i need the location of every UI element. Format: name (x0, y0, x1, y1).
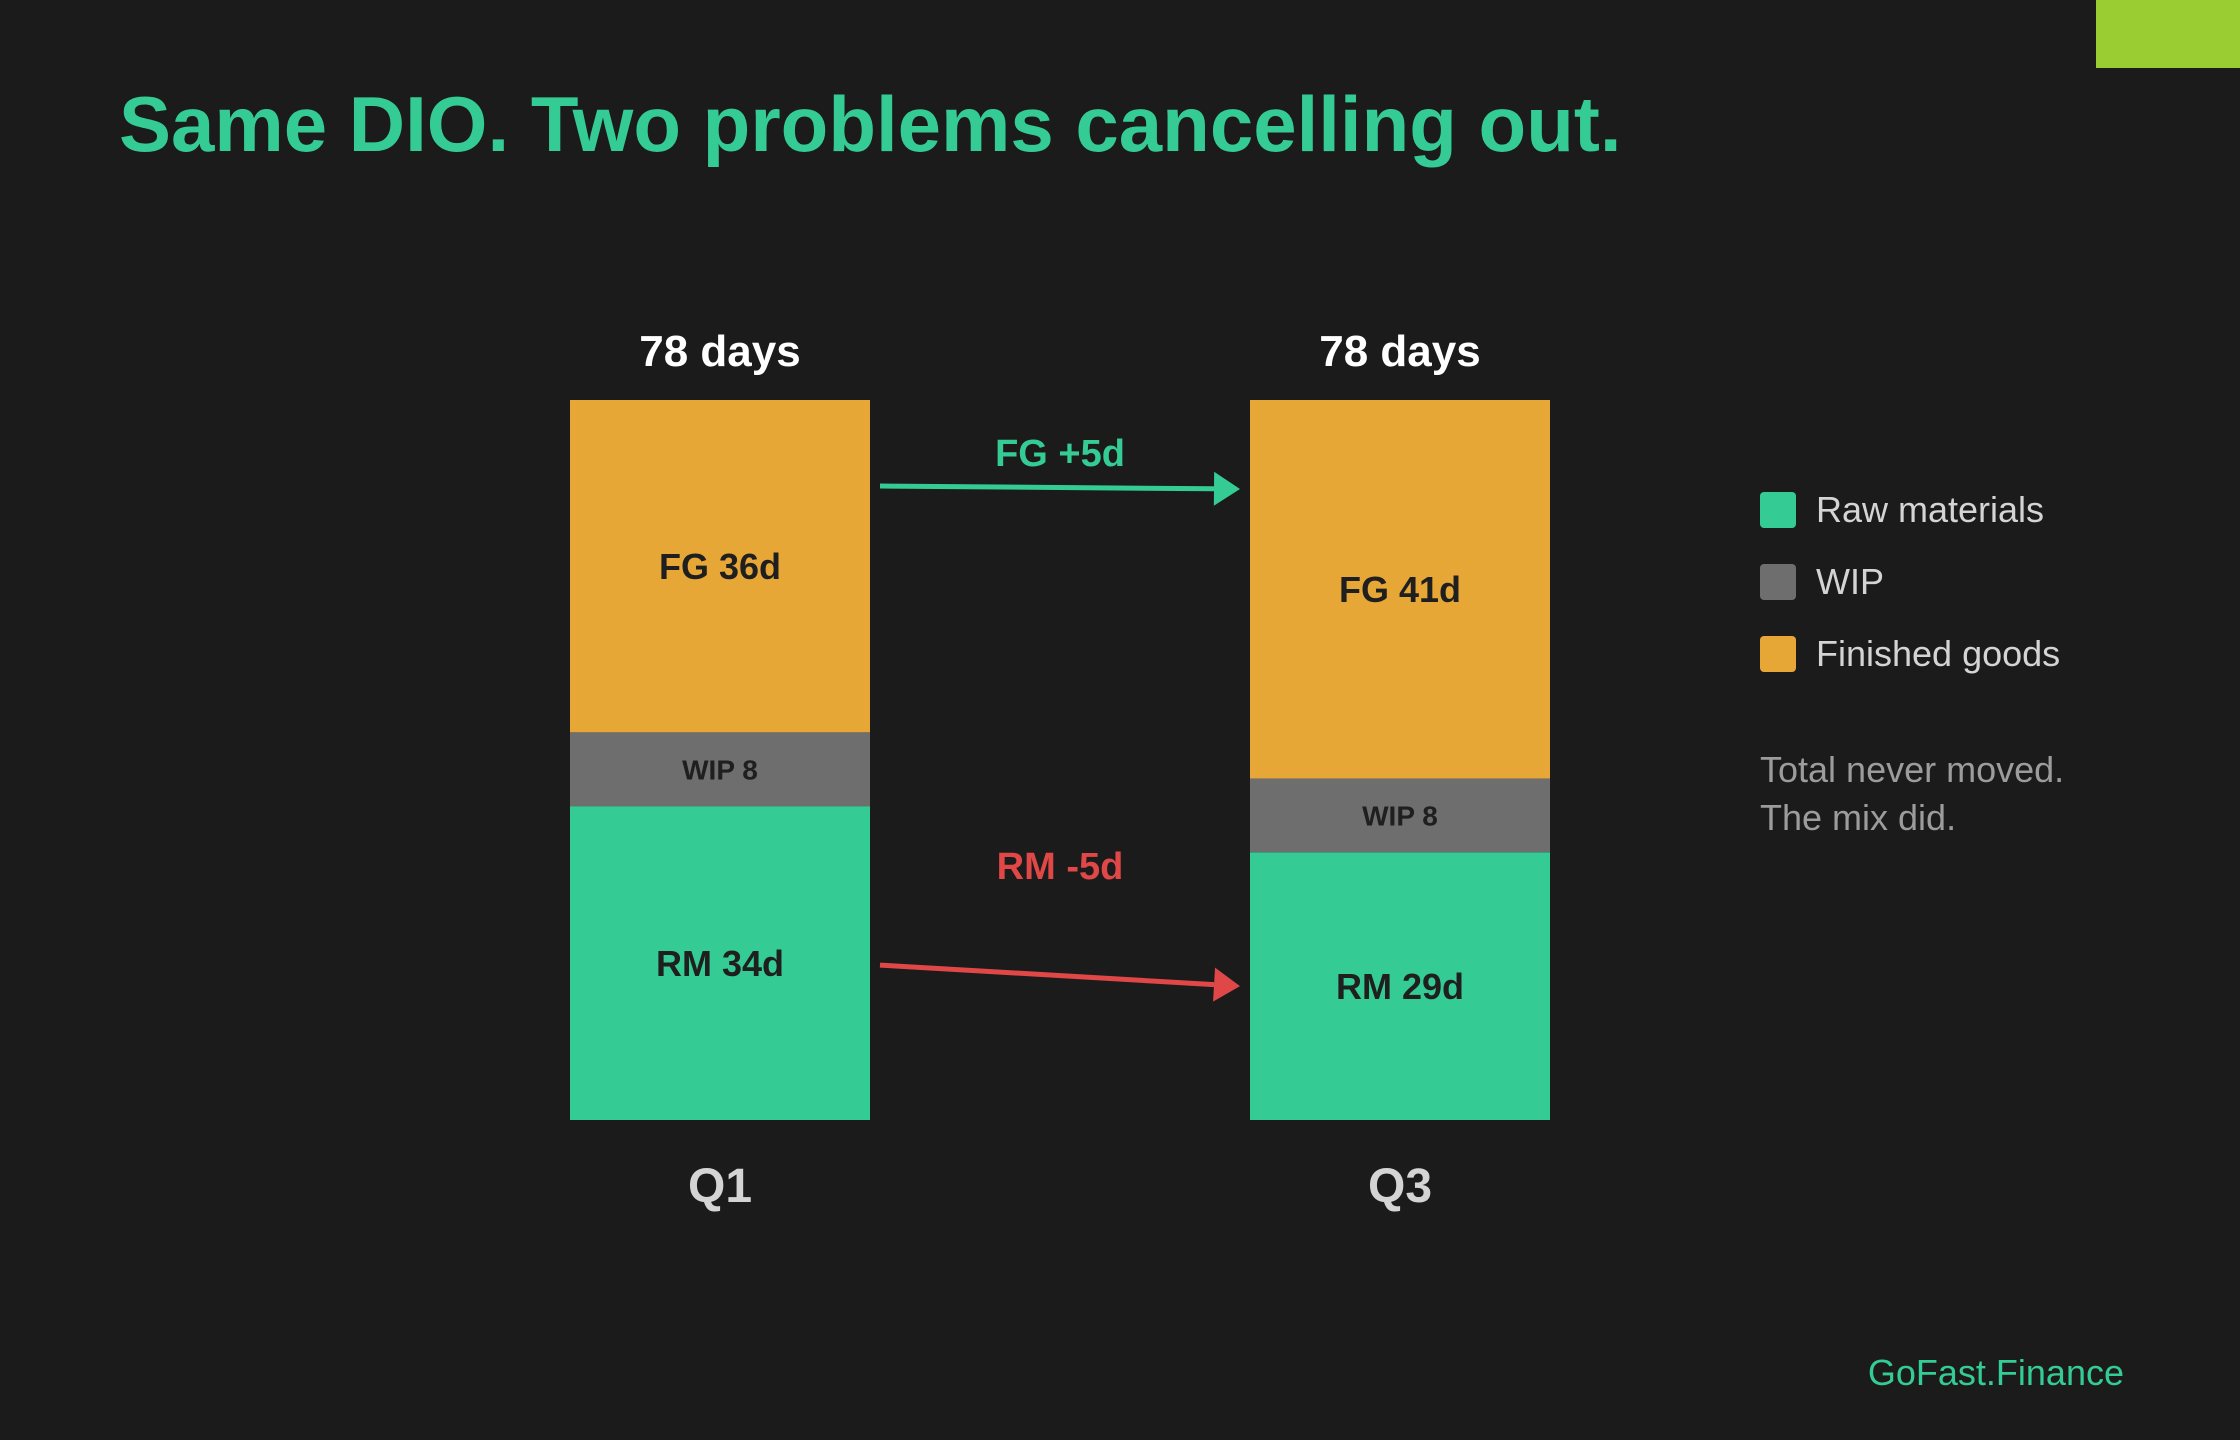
chart-legend: Raw materials WIP Finished goods (1760, 489, 2061, 708)
bar-raw-materials-q3 (1250, 852, 1550, 1120)
bar-raw-materials-q1 (570, 806, 870, 1120)
category-label-q3: Q3 (1368, 1160, 1432, 1213)
legend-label-finished-goods: Finished goods (1816, 633, 2061, 674)
note-line-1: Total never moved. (1760, 749, 2065, 790)
page-title: Same DIO. Two problems cancelling out. (119, 80, 1622, 168)
legend-item-wip: WIP (1760, 561, 2060, 602)
segment-label-finished-goods-q1: FG 36d (659, 546, 781, 587)
bar-finished-goods-q1 (570, 400, 870, 733)
segment-label-wip-q3: WIP 8 (1362, 800, 1438, 831)
change-arrow-raw-materials (879, 962, 1215, 988)
legend-label-raw-materials: Raw materials (1816, 489, 2045, 530)
segment-label-wip-q1: WIP 8 (682, 754, 758, 785)
total-label-q3: 78 days (1319, 327, 1480, 376)
legend-swatch-finished-goods (1760, 636, 1796, 672)
change-label-raw-materials: RM -5d (997, 846, 1124, 888)
bar-wip-q3 (1250, 778, 1550, 853)
category-label-q1: Q1 (688, 1160, 752, 1213)
change-label-finished-goods: FG +5d (995, 433, 1125, 475)
note-line-2: The mix did. (1760, 797, 1957, 838)
segment-label-raw-materials-q3: RM 29d (1336, 966, 1464, 1007)
total-label-q1: 78 days (639, 327, 800, 376)
legend-swatch-wip (1760, 564, 1796, 600)
legend-item-raw-materials: Raw materials (1760, 489, 2060, 530)
legend-swatch-raw-materials (1760, 492, 1796, 528)
segment-label-finished-goods-q3: FG 41d (1339, 569, 1461, 610)
change-arrowhead-raw-materials (1213, 967, 1240, 1002)
corner-accent-block (2096, 0, 2240, 68)
segment-label-raw-materials-q1: RM 34d (656, 943, 784, 984)
brand-logo-text: GoFast.Finance (1867, 1352, 2124, 1393)
bar-finished-goods-q3 (1250, 400, 1550, 779)
chart-note: Total never moved. The mix did. (1760, 746, 2064, 842)
change-arrowhead-finished-goods (1213, 471, 1240, 506)
change-arrow-finished-goods (879, 483, 1215, 492)
bar-wip-q1 (570, 732, 870, 807)
legend-label-wip: WIP (1816, 561, 1884, 602)
legend-item-finished-goods: Finished goods (1760, 633, 2061, 674)
